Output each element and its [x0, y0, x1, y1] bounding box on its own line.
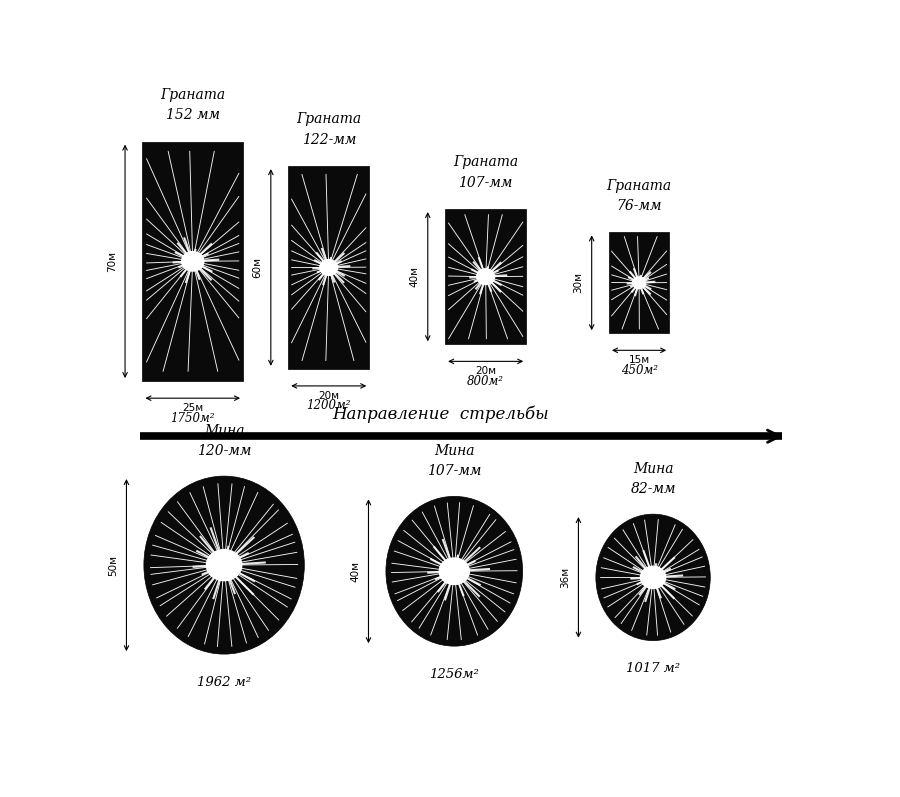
Text: 800м²: 800м² [467, 375, 504, 388]
Circle shape [641, 567, 666, 588]
Text: Направление  стрельбы: Направление стрельбы [332, 405, 549, 422]
Circle shape [439, 558, 469, 584]
Text: 1750м²: 1750м² [170, 412, 215, 425]
Text: Граната: Граната [160, 88, 225, 102]
Text: Граната: Граната [296, 112, 361, 127]
Text: 152 мм: 152 мм [166, 108, 220, 122]
Text: Мина: Мина [204, 424, 245, 438]
Text: Мина: Мина [434, 445, 474, 458]
Text: Граната: Граната [607, 179, 671, 193]
Bar [609, 233, 669, 333]
Text: 50м: 50м [108, 555, 118, 575]
Text: Мина: Мина [633, 462, 673, 476]
Ellipse shape [144, 476, 304, 654]
Text: 15м: 15м [628, 355, 650, 365]
Text: Граната: Граната [453, 155, 518, 169]
Text: 20м: 20м [319, 391, 339, 401]
Circle shape [633, 277, 645, 289]
Text: 1962 м²: 1962 м² [197, 676, 251, 689]
Circle shape [206, 550, 242, 581]
Circle shape [320, 260, 338, 275]
Text: 1200м²: 1200м² [307, 399, 351, 412]
Text: 25м: 25м [182, 403, 203, 413]
Text: 20м: 20м [475, 367, 496, 376]
Text: 1017 м²: 1017 м² [626, 662, 680, 675]
Text: 107-мм: 107-мм [428, 464, 482, 478]
Bar [288, 167, 369, 369]
Circle shape [477, 269, 495, 285]
Text: 40м: 40м [410, 266, 419, 287]
Text: 40м: 40м [350, 561, 360, 582]
Text: 60м: 60м [253, 257, 263, 278]
Text: 107-мм: 107-мм [458, 175, 513, 190]
Text: 450м²: 450м² [621, 363, 658, 377]
Text: 30м: 30м [573, 273, 583, 293]
Text: 82-мм: 82-мм [630, 481, 676, 496]
Bar [446, 209, 526, 344]
Text: 1256м²: 1256м² [429, 668, 479, 681]
Ellipse shape [386, 497, 523, 646]
Text: 70м: 70м [107, 251, 117, 272]
Circle shape [182, 252, 203, 271]
Text: 120-мм: 120-мм [197, 444, 251, 457]
Bar [142, 142, 243, 381]
Ellipse shape [596, 514, 710, 641]
Text: 36м: 36м [560, 567, 570, 588]
Text: 122-мм: 122-мм [302, 132, 356, 147]
Text: 76-мм: 76-мм [616, 199, 662, 213]
